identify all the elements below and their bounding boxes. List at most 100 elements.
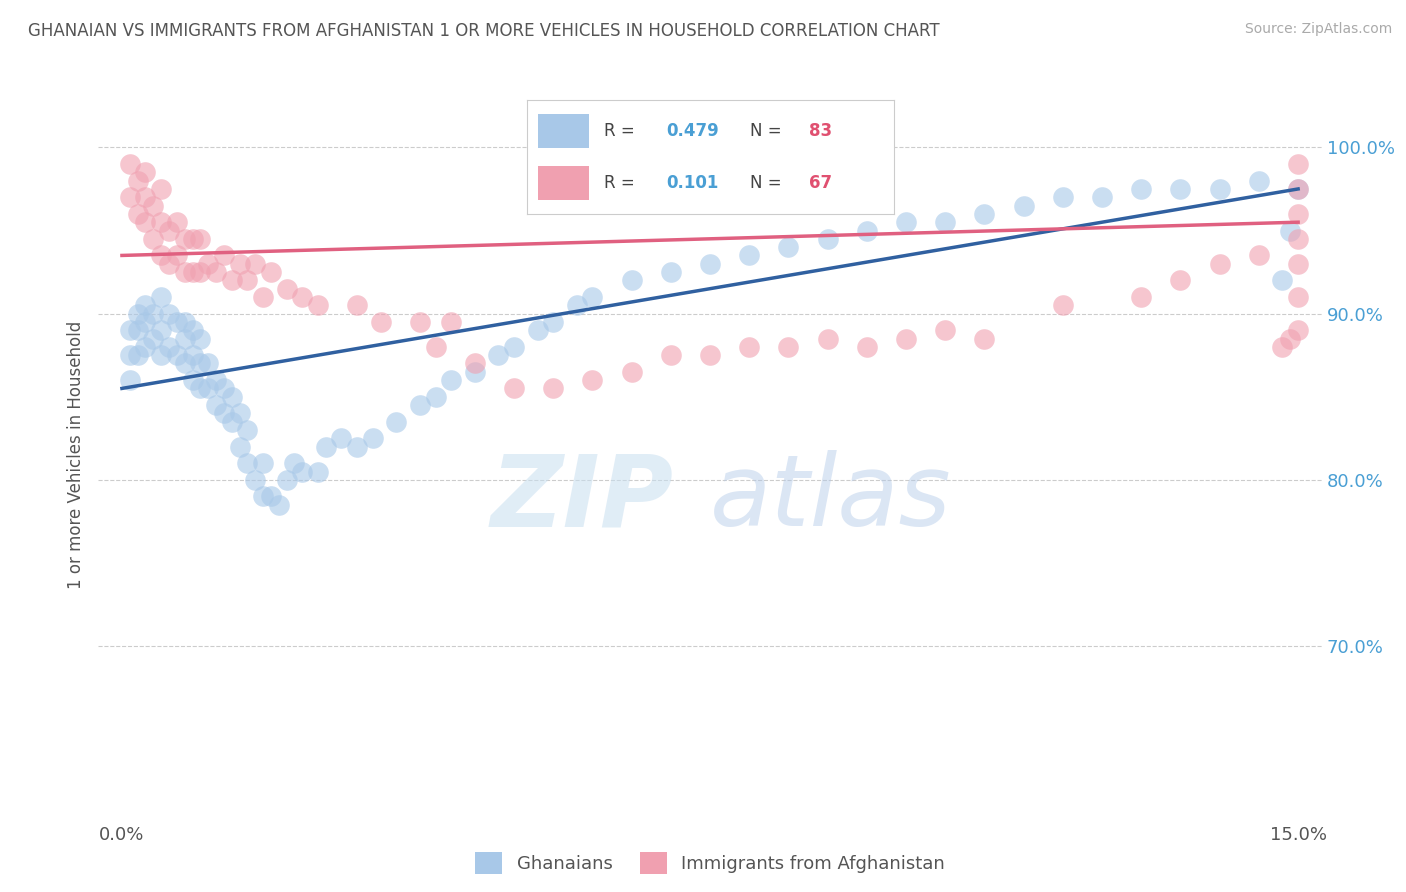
Point xyxy=(212,248,235,262)
Point xyxy=(142,307,165,321)
Point xyxy=(212,381,235,395)
Point xyxy=(134,298,156,312)
Point xyxy=(212,406,235,420)
Point xyxy=(134,215,156,229)
Point xyxy=(1286,290,1309,304)
Point xyxy=(1271,273,1294,287)
Point xyxy=(173,332,195,346)
Point xyxy=(330,431,353,445)
Point xyxy=(150,182,173,196)
Point xyxy=(150,323,173,337)
Point xyxy=(464,356,486,370)
Text: atlas: atlas xyxy=(710,450,952,548)
Point xyxy=(307,465,329,479)
Point xyxy=(1271,340,1294,354)
Point xyxy=(581,373,603,387)
Point xyxy=(1052,298,1074,312)
Point xyxy=(157,307,180,321)
Point xyxy=(173,315,195,329)
Point xyxy=(252,456,274,470)
Point xyxy=(181,373,204,387)
Point xyxy=(173,356,195,370)
Point xyxy=(118,348,141,362)
Point xyxy=(221,415,243,429)
Point xyxy=(425,390,447,404)
Point xyxy=(127,307,149,321)
Point xyxy=(1052,190,1074,204)
Point xyxy=(260,490,283,504)
Point xyxy=(659,348,682,362)
Point xyxy=(1208,257,1232,271)
Point xyxy=(307,298,329,312)
Point xyxy=(565,298,588,312)
Point xyxy=(166,315,188,329)
Point xyxy=(150,290,173,304)
Point xyxy=(973,332,995,346)
Point xyxy=(526,323,548,337)
Text: GHANAIAN VS IMMIGRANTS FROM AFGHANISTAN 1 OR MORE VEHICLES IN HOUSEHOLD CORRELAT: GHANAIAN VS IMMIGRANTS FROM AFGHANISTAN … xyxy=(28,22,939,40)
Point xyxy=(118,157,141,171)
Point xyxy=(197,381,219,395)
Point xyxy=(817,332,839,346)
Point xyxy=(1012,198,1035,212)
Point xyxy=(142,332,165,346)
Point xyxy=(188,381,212,395)
Point xyxy=(699,257,721,271)
Point xyxy=(205,398,228,412)
Point xyxy=(541,315,564,329)
Legend: Ghanaians, Immigrants from Afghanistan: Ghanaians, Immigrants from Afghanistan xyxy=(468,845,952,881)
Point xyxy=(503,381,526,395)
Point xyxy=(188,232,212,246)
Point xyxy=(503,340,526,354)
Point xyxy=(1170,273,1192,287)
Y-axis label: 1 or more Vehicles in Household: 1 or more Vehicles in Household xyxy=(66,321,84,589)
Point xyxy=(236,423,259,437)
Point xyxy=(291,465,314,479)
Point xyxy=(440,315,463,329)
Point xyxy=(1286,157,1309,171)
Point xyxy=(385,415,408,429)
Point xyxy=(894,215,917,229)
Point xyxy=(464,365,486,379)
Point xyxy=(188,265,212,279)
Point xyxy=(778,340,800,354)
Point xyxy=(778,240,800,254)
Point xyxy=(181,232,204,246)
Point xyxy=(142,232,165,246)
Point xyxy=(166,248,188,262)
Point xyxy=(228,406,250,420)
Point xyxy=(1279,223,1302,237)
Point xyxy=(150,215,173,229)
Point xyxy=(188,332,212,346)
Point xyxy=(934,323,956,337)
Point xyxy=(1286,207,1309,221)
Point xyxy=(409,398,432,412)
Point xyxy=(245,473,267,487)
Point xyxy=(267,498,290,512)
Point xyxy=(1170,182,1192,196)
Point xyxy=(181,265,204,279)
Point xyxy=(228,440,250,454)
Point xyxy=(157,223,180,237)
Point xyxy=(228,257,250,271)
Point xyxy=(188,356,212,370)
Point xyxy=(346,298,368,312)
Point xyxy=(370,315,392,329)
Point xyxy=(1286,182,1309,196)
Point xyxy=(118,323,141,337)
Point xyxy=(236,456,259,470)
Point xyxy=(134,315,156,329)
Point xyxy=(1279,332,1302,346)
Point xyxy=(1130,182,1153,196)
Point xyxy=(127,323,149,337)
Point xyxy=(894,332,917,346)
Point xyxy=(486,348,509,362)
Point xyxy=(620,273,643,287)
Text: Source: ZipAtlas.com: Source: ZipAtlas.com xyxy=(1244,22,1392,37)
Point xyxy=(157,257,180,271)
Point xyxy=(166,215,188,229)
Point xyxy=(738,248,761,262)
Point xyxy=(134,165,156,179)
Point xyxy=(221,273,243,287)
Point xyxy=(738,340,761,354)
